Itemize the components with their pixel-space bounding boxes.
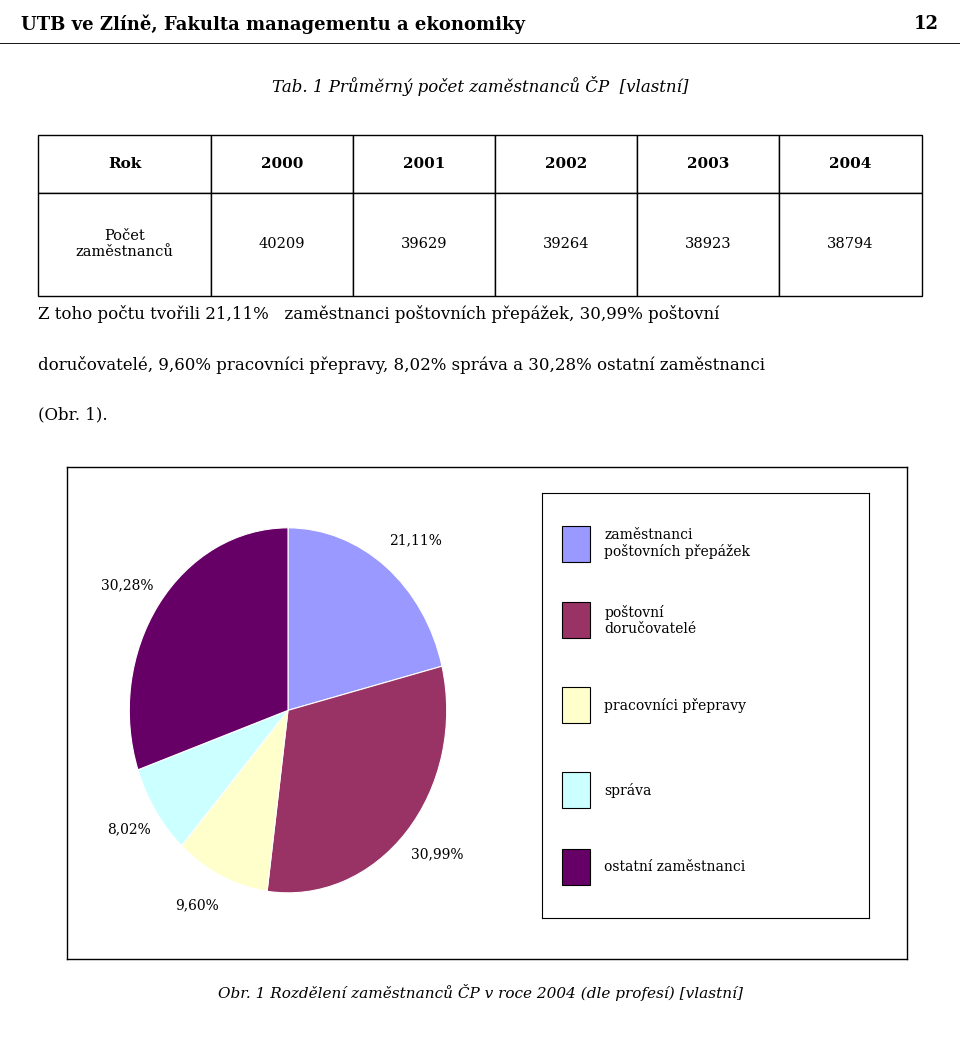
Bar [210, 193, 353, 296]
Bar [637, 135, 780, 193]
Text: pracovníci přepravy: pracovníci přepravy [605, 698, 747, 712]
Text: poštovní
doručovatelé: poštovní doručovatelé [605, 605, 697, 636]
Bar [495, 193, 637, 296]
Text: 2001: 2001 [403, 157, 445, 171]
Text: 40209: 40209 [258, 237, 305, 251]
Text: 12: 12 [914, 15, 939, 33]
Text: UTB ve Zlíně, Fakulta managementu a ekonomiky: UTB ve Zlíně, Fakulta managementu a ekon… [21, 15, 525, 34]
Text: správa: správa [605, 783, 652, 797]
Bar [562, 526, 589, 562]
Text: 2004: 2004 [829, 157, 872, 171]
Text: 38794: 38794 [828, 237, 874, 251]
Bar [495, 135, 637, 193]
Text: ostatní zaměstnanci: ostatní zaměstnanci [605, 860, 746, 874]
Bar [562, 602, 589, 638]
Wedge shape [288, 528, 442, 710]
Bar [637, 193, 780, 296]
Bar [780, 193, 922, 296]
Bar [38, 193, 210, 296]
Bar [38, 135, 210, 193]
Bar [562, 848, 589, 885]
Bar [353, 193, 495, 296]
Text: 39264: 39264 [542, 237, 589, 251]
Bar [562, 688, 589, 723]
Bar [562, 773, 589, 808]
Bar [210, 135, 353, 193]
Wedge shape [138, 710, 288, 846]
Text: Rok: Rok [108, 157, 141, 171]
Text: (Obr. 1).: (Obr. 1). [38, 407, 108, 423]
Text: Tab. 1 Průměrný počet zaměstnanců ČP  [vlastní]: Tab. 1 Průměrný počet zaměstnanců ČP [vl… [272, 77, 688, 96]
Wedge shape [130, 528, 288, 769]
Text: 39629: 39629 [400, 237, 447, 251]
Text: 2003: 2003 [687, 157, 730, 171]
Bar [353, 135, 495, 193]
Wedge shape [181, 710, 288, 891]
Text: 30,99%: 30,99% [411, 847, 464, 861]
Text: 2002: 2002 [545, 157, 588, 171]
Bar [780, 135, 922, 193]
Text: Z toho počtu tvořili 21,11%   zaměstnanci poštovních přepážek, 30,99% poštovní: Z toho počtu tvořili 21,11% zaměstnanci … [38, 305, 720, 324]
Text: 38923: 38923 [685, 237, 732, 251]
Text: 21,11%: 21,11% [390, 534, 443, 548]
Text: doručovatelé, 9,60% pracovníci přepravy, 8,02% správa a 30,28% ostatní zaměstnan: doručovatelé, 9,60% pracovníci přepravy,… [38, 356, 765, 374]
Text: Počet
zaměstnanců: Počet zaměstnanců [76, 229, 174, 259]
Wedge shape [267, 666, 446, 893]
Text: 9,60%: 9,60% [175, 899, 219, 913]
Text: Obr. 1 Rozdělení zaměstnanců ČP v roce 2004 (dle profesí) [vlastní]: Obr. 1 Rozdělení zaměstnanců ČP v roce 2… [218, 984, 742, 1001]
Text: 30,28%: 30,28% [102, 579, 154, 592]
Text: zaměstnanci
poštovních přepážek: zaměstnanci poštovních přepážek [605, 528, 751, 559]
Text: 2000: 2000 [260, 157, 303, 171]
Text: 8,02%: 8,02% [107, 822, 151, 836]
